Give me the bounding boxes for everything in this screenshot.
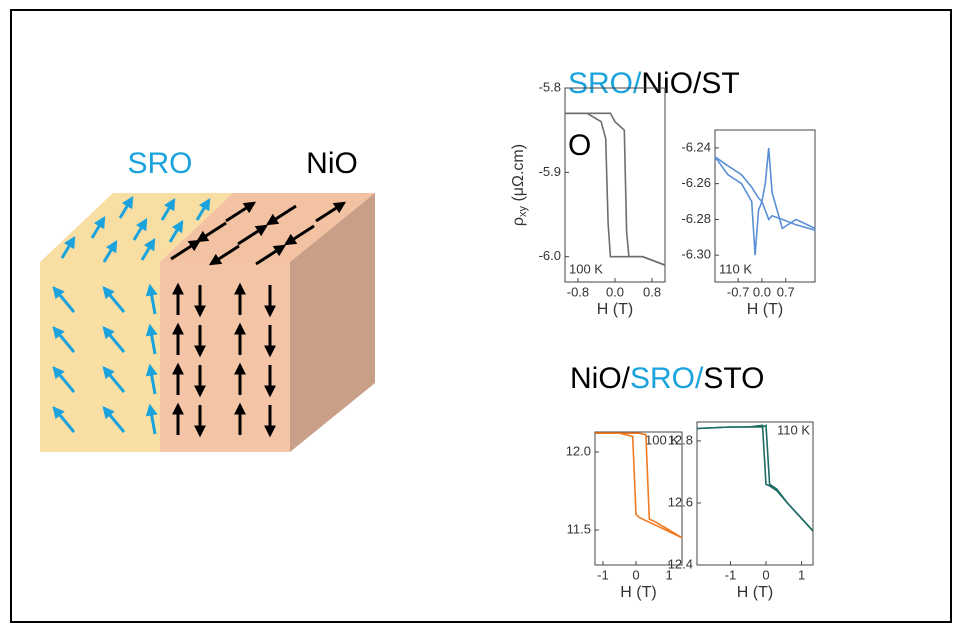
x-axis-title: H (T) xyxy=(737,584,773,601)
data-line xyxy=(715,157,815,255)
x-tick-label: 0.0 xyxy=(753,284,771,299)
plot-frame xyxy=(715,130,815,282)
x-tick-label: 0.8 xyxy=(643,284,661,299)
nio-label: NiO xyxy=(306,147,358,180)
data-line xyxy=(697,425,813,531)
data-line xyxy=(715,148,815,229)
annotation: 100 K xyxy=(569,261,603,276)
x-tick-label: -1 xyxy=(597,567,609,582)
plot-frame xyxy=(565,88,665,282)
y-axis-title-part: ρ xyxy=(510,217,527,226)
x-axis-title: H (T) xyxy=(597,301,633,318)
x-tick-label: 0.7 xyxy=(777,284,795,299)
heading: SRO/NiO/ST xyxy=(568,67,740,100)
x-tick-label: -0.8 xyxy=(567,284,589,299)
y-tick-label: -6.24 xyxy=(681,139,711,154)
heading-part: SRO/ xyxy=(630,362,704,395)
y-axis-title-part: (μΩ.cm) xyxy=(510,144,527,206)
y-tick-label: -6.26 xyxy=(681,175,711,190)
y-tick-label: 12.4 xyxy=(668,556,693,571)
y-axis-title-part: xy xyxy=(517,205,529,217)
y-tick-label: -5.8 xyxy=(539,79,561,94)
data-line xyxy=(595,433,682,538)
x-tick-label: 1 xyxy=(798,567,805,582)
x-tick-label: -1 xyxy=(725,567,737,582)
y-tick-label: 11.5 xyxy=(567,521,591,536)
heading-part: O xyxy=(568,129,591,162)
y-tick-label: 12.8 xyxy=(668,432,693,447)
x-tick-label: -0.7 xyxy=(727,284,749,299)
heading-part: SRO/ xyxy=(568,67,642,100)
sro-label: SRO xyxy=(127,147,192,180)
heading-part: STO xyxy=(703,362,764,395)
y-tick-label: -6.28 xyxy=(681,211,711,226)
y-tick-label: -5.9 xyxy=(539,164,561,179)
y-tick-label: 12.0 xyxy=(566,443,591,458)
annotation: 110 K xyxy=(719,261,752,276)
annotation: 110 K xyxy=(777,422,810,437)
plot-frame xyxy=(697,422,813,565)
data-line xyxy=(697,425,813,531)
x-tick-label: 0 xyxy=(762,567,769,582)
data-line xyxy=(595,433,682,538)
slide: SRO NiO SRO/NiO/ST O NiO/SRO/STO -5.8 -5.… xyxy=(0,0,961,632)
heading-part: NiO/ST xyxy=(641,67,739,100)
x-tick-label: 0 xyxy=(632,567,639,582)
y-axis-title: ρxy (μΩ.cm) xyxy=(510,144,529,226)
heading: NiO/SRO/STO xyxy=(570,362,765,395)
y-tick-label: -6.0 xyxy=(539,248,561,263)
x-tick-label: 0.0 xyxy=(606,284,624,299)
heading-part: NiO/ xyxy=(570,362,631,395)
y-tick-label: 12.6 xyxy=(668,494,693,509)
x-axis-title: H (T) xyxy=(747,301,783,318)
x-axis-title: H (T) xyxy=(620,584,656,601)
block-diagram xyxy=(40,193,375,452)
y-tick-label: -6.30 xyxy=(681,247,711,262)
